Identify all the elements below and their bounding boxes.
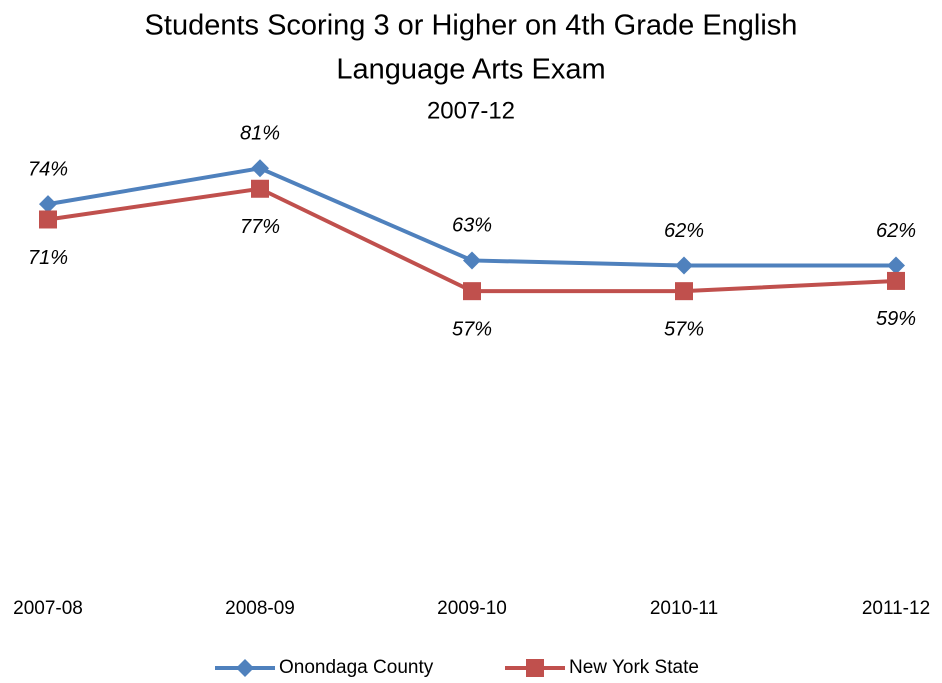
data-label: 59%	[876, 308, 916, 330]
data-label: 77%	[240, 216, 280, 238]
data-point	[39, 210, 57, 229]
chart-title: Students Scoring 3 or Higher on 4th Grad…	[145, 10, 798, 42]
data-label: 62%	[664, 220, 704, 242]
data-label: 57%	[452, 318, 492, 340]
data-point	[463, 282, 481, 301]
legend-marker	[236, 659, 254, 677]
x-tick-label: 2010-11	[650, 598, 718, 619]
legend-label: Onondaga County	[279, 657, 434, 678]
series-line	[47, 186, 897, 294]
legend-marker	[526, 659, 544, 677]
x-tick-label: 2011-12	[862, 598, 930, 619]
legend-label: New York State	[569, 657, 699, 678]
data-point	[675, 256, 693, 275]
x-tick-label: 2007-08	[13, 598, 83, 619]
data-point	[887, 271, 905, 290]
data-label: 62%	[876, 220, 916, 242]
data-label: 63%	[452, 215, 492, 237]
data-point	[39, 195, 57, 214]
data-label: 74%	[28, 158, 68, 180]
data-label: 57%	[664, 318, 704, 340]
chart-subtitle: 2007-12	[427, 97, 515, 124]
data-point	[887, 256, 905, 275]
data-point	[675, 282, 693, 301]
data-label: 81%	[240, 123, 280, 145]
x-tick-label: 2008-09	[225, 598, 295, 619]
data-point	[251, 179, 269, 198]
data-label: 71%	[28, 247, 68, 269]
chart-title: Language Arts Exam	[336, 54, 605, 86]
data-point	[251, 159, 269, 178]
x-tick-label: 2009-10	[437, 598, 507, 619]
data-point	[463, 251, 481, 270]
